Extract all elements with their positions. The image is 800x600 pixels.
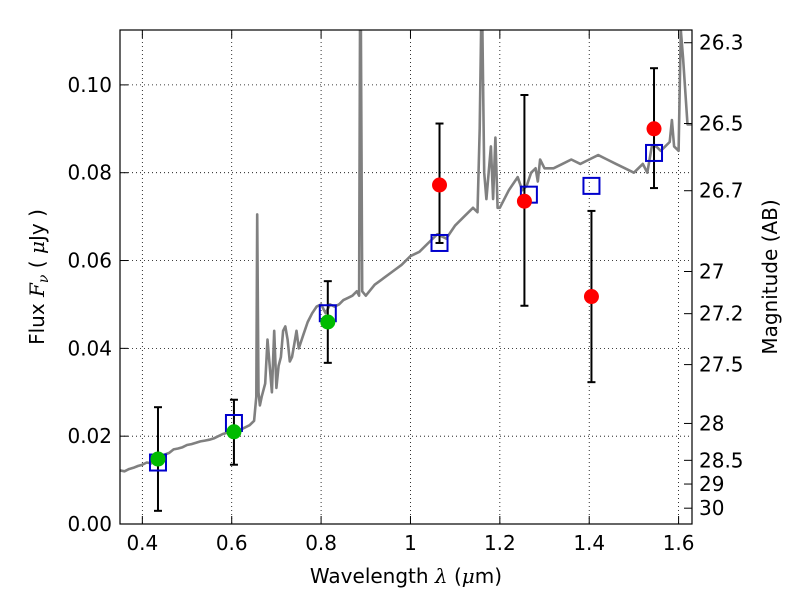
- y2-tick-label: 27: [699, 260, 724, 284]
- observed-point: [150, 451, 166, 467]
- y2-tick-label: 28: [699, 411, 724, 435]
- y2-tick-label: 30: [699, 496, 724, 520]
- observed-point: [516, 193, 532, 209]
- x-tick-label: 1: [404, 531, 417, 555]
- x-tick-label: 1.6: [663, 531, 695, 555]
- observed-point: [583, 289, 599, 305]
- observed-points-series: [150, 121, 662, 467]
- model-photometry-square: [582, 176, 601, 195]
- x-tick-label: 0.4: [126, 531, 158, 555]
- model-photometry-square: [430, 233, 449, 252]
- model-photometry-square: [645, 143, 664, 162]
- y2-tick-label: 26.3: [699, 31, 744, 55]
- observed-point: [432, 177, 448, 193]
- plot-frame: [119, 29, 693, 525]
- y-tick-label: 0.02: [67, 424, 112, 448]
- y2-axis-label: Magnitude (AB): [758, 199, 782, 354]
- y-tick-label: 0.06: [67, 249, 112, 273]
- y2-tick-label: 27.5: [699, 353, 744, 377]
- x-tick-label: 1.4: [573, 531, 605, 555]
- errorbar-series: [153, 67, 659, 512]
- observed-point: [646, 121, 662, 137]
- x-tick-label: 0.8: [305, 531, 337, 555]
- y2-tick-label: 29: [699, 472, 724, 496]
- y-tick-label: 0.04: [67, 336, 112, 360]
- y2-tick-label: 27.2: [699, 302, 744, 326]
- spectrum-series: [120, 30, 692, 473]
- y2-tick-label: 26.5: [699, 112, 744, 136]
- grid: [120, 30, 692, 525]
- y2-tick-label: 28.5: [699, 448, 744, 472]
- y-tick-label: 0.08: [67, 161, 112, 185]
- observed-point: [226, 424, 242, 440]
- x-tick-label: 1.2: [484, 531, 516, 555]
- model-photometry-series: [148, 143, 664, 472]
- x-tick-label: 0.6: [216, 531, 248, 555]
- y-axis-label: Flux Fν ( μJy ): [25, 209, 52, 345]
- y-tick-label: 0.00: [67, 512, 112, 536]
- x-axis-label: Wavelength λ (μm): [310, 564, 502, 588]
- observed-point: [320, 314, 336, 330]
- y-tick-label: 0.10: [67, 73, 112, 97]
- spectrum-line: [120, 30, 692, 473]
- y2-tick-label: 26.7: [699, 179, 744, 203]
- axis-ticks: 0.4 0.6 0.8 1 1.2 1.4 1.6 0.00 0.02 0.04 0.06 0.08 0…: [67, 30, 744, 555]
